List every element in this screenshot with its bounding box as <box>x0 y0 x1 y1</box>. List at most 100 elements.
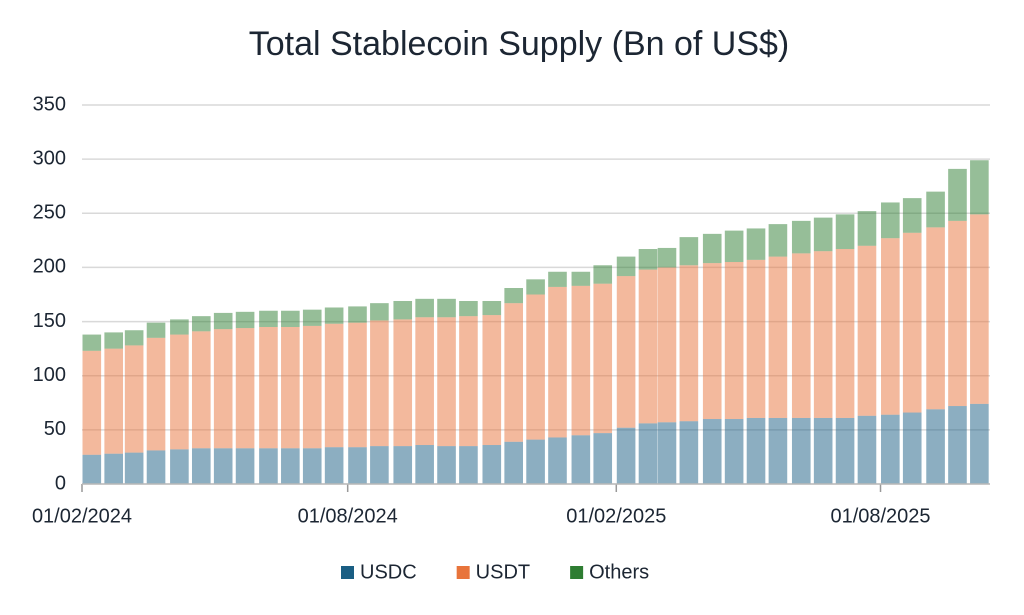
bar-segment <box>104 453 124 484</box>
bar-segment <box>571 435 591 484</box>
bar-segment <box>902 232 922 413</box>
bar-segment <box>235 328 255 449</box>
bar-segment <box>881 414 900 484</box>
bar-segment <box>548 437 567 484</box>
bar-segment <box>526 279 545 295</box>
bar-segment <box>146 450 166 484</box>
bar-segment <box>657 267 677 423</box>
bar-segment <box>679 421 699 484</box>
bar-segment <box>348 322 367 448</box>
bar-segment <box>881 238 900 415</box>
bar-segment <box>638 249 658 270</box>
legend-label: USDC <box>360 561 417 583</box>
chart-title: Total Stablecoin Supply (Bn of US$) <box>249 25 790 63</box>
bar-segment <box>504 303 523 442</box>
bar-segment <box>571 285 591 436</box>
bar-segment <box>970 403 989 484</box>
bar-segment <box>768 224 788 257</box>
bar-segment <box>616 276 636 428</box>
bar-segment <box>948 406 967 484</box>
bar-segment <box>616 427 636 484</box>
bar-segment <box>902 412 922 484</box>
y-tick-label: 350 <box>33 93 66 115</box>
bar-segment <box>746 417 766 484</box>
bar-segment <box>393 319 413 447</box>
bar-segment <box>370 303 389 321</box>
bar-segment <box>813 217 833 252</box>
legend-label: Others <box>589 561 649 583</box>
bar-segment <box>124 345 144 453</box>
bar-segment <box>281 448 300 484</box>
bar-segment <box>724 419 744 484</box>
y-tick-label: 50 <box>44 418 66 440</box>
bar-segment <box>415 317 434 446</box>
bar-segment <box>213 312 233 330</box>
bar-segment <box>370 320 389 447</box>
bar-segment <box>104 332 124 349</box>
bar-segment <box>437 446 456 484</box>
bar-segment <box>302 309 322 326</box>
bar-segment <box>768 417 788 484</box>
bar-segment <box>324 447 344 484</box>
bar-segment <box>324 323 344 448</box>
bar-segment <box>124 452 144 484</box>
bar-segment <box>657 422 677 484</box>
bar-segment <box>638 269 658 424</box>
bar-segment <box>526 439 545 484</box>
bar-segment <box>170 449 189 484</box>
bar-segment <box>191 331 211 449</box>
bar-segment <box>835 417 855 484</box>
bar-segment <box>724 230 744 263</box>
bar-segment <box>302 325 322 449</box>
bar-segment <box>791 417 811 484</box>
bar-segment <box>482 315 502 446</box>
bar-segment <box>393 446 413 484</box>
bar-segment <box>548 271 567 287</box>
bar-segment <box>393 300 413 320</box>
legend-swatch <box>570 566 584 579</box>
bar-segment <box>835 249 855 418</box>
bar-segment <box>124 330 144 346</box>
bar-segment <box>657 247 677 268</box>
bar-segment <box>768 256 788 418</box>
bar-segment <box>902 198 922 233</box>
bar-segment <box>526 294 545 440</box>
bar-segment <box>191 448 211 484</box>
bar-segment <box>835 214 855 250</box>
bar-segment <box>170 319 189 335</box>
bar-segment <box>459 316 478 447</box>
bar-segment <box>82 350 102 455</box>
y-tick-label: 200 <box>33 256 66 278</box>
bar-segment <box>593 265 613 284</box>
bar-segment <box>571 271 591 286</box>
bar-segment <box>702 263 722 420</box>
bar-segment <box>948 168 967 221</box>
bar-segment <box>437 317 456 447</box>
bar-segment <box>415 298 434 318</box>
y-tick-label: 300 <box>33 147 66 169</box>
bar-segment <box>857 415 877 484</box>
bar-segment <box>482 445 502 484</box>
y-tick-label: 0 <box>55 472 66 494</box>
bar-segment <box>348 306 367 323</box>
bar-segment <box>813 417 833 484</box>
bar-segment <box>370 446 389 484</box>
bar-segment <box>791 253 811 418</box>
bar-segment <box>702 419 722 484</box>
x-tick-label: 01/02/2025 <box>566 505 666 527</box>
bar-segment <box>146 337 166 451</box>
bar-segment <box>746 259 766 418</box>
bar-segment <box>191 316 211 332</box>
bar-segment <box>926 191 945 228</box>
bar-segment <box>104 348 124 454</box>
bar-segment <box>638 423 658 484</box>
bar-segment <box>459 300 478 317</box>
y-tick-label: 250 <box>33 202 66 224</box>
bar-segment <box>213 448 233 484</box>
x-tick-label: 01/08/2025 <box>830 505 930 527</box>
bar-segment <box>548 286 567 438</box>
bar-segment <box>679 237 699 266</box>
bar-segment <box>746 228 766 260</box>
bar-segment <box>791 220 811 254</box>
y-tick-label: 150 <box>33 310 66 332</box>
